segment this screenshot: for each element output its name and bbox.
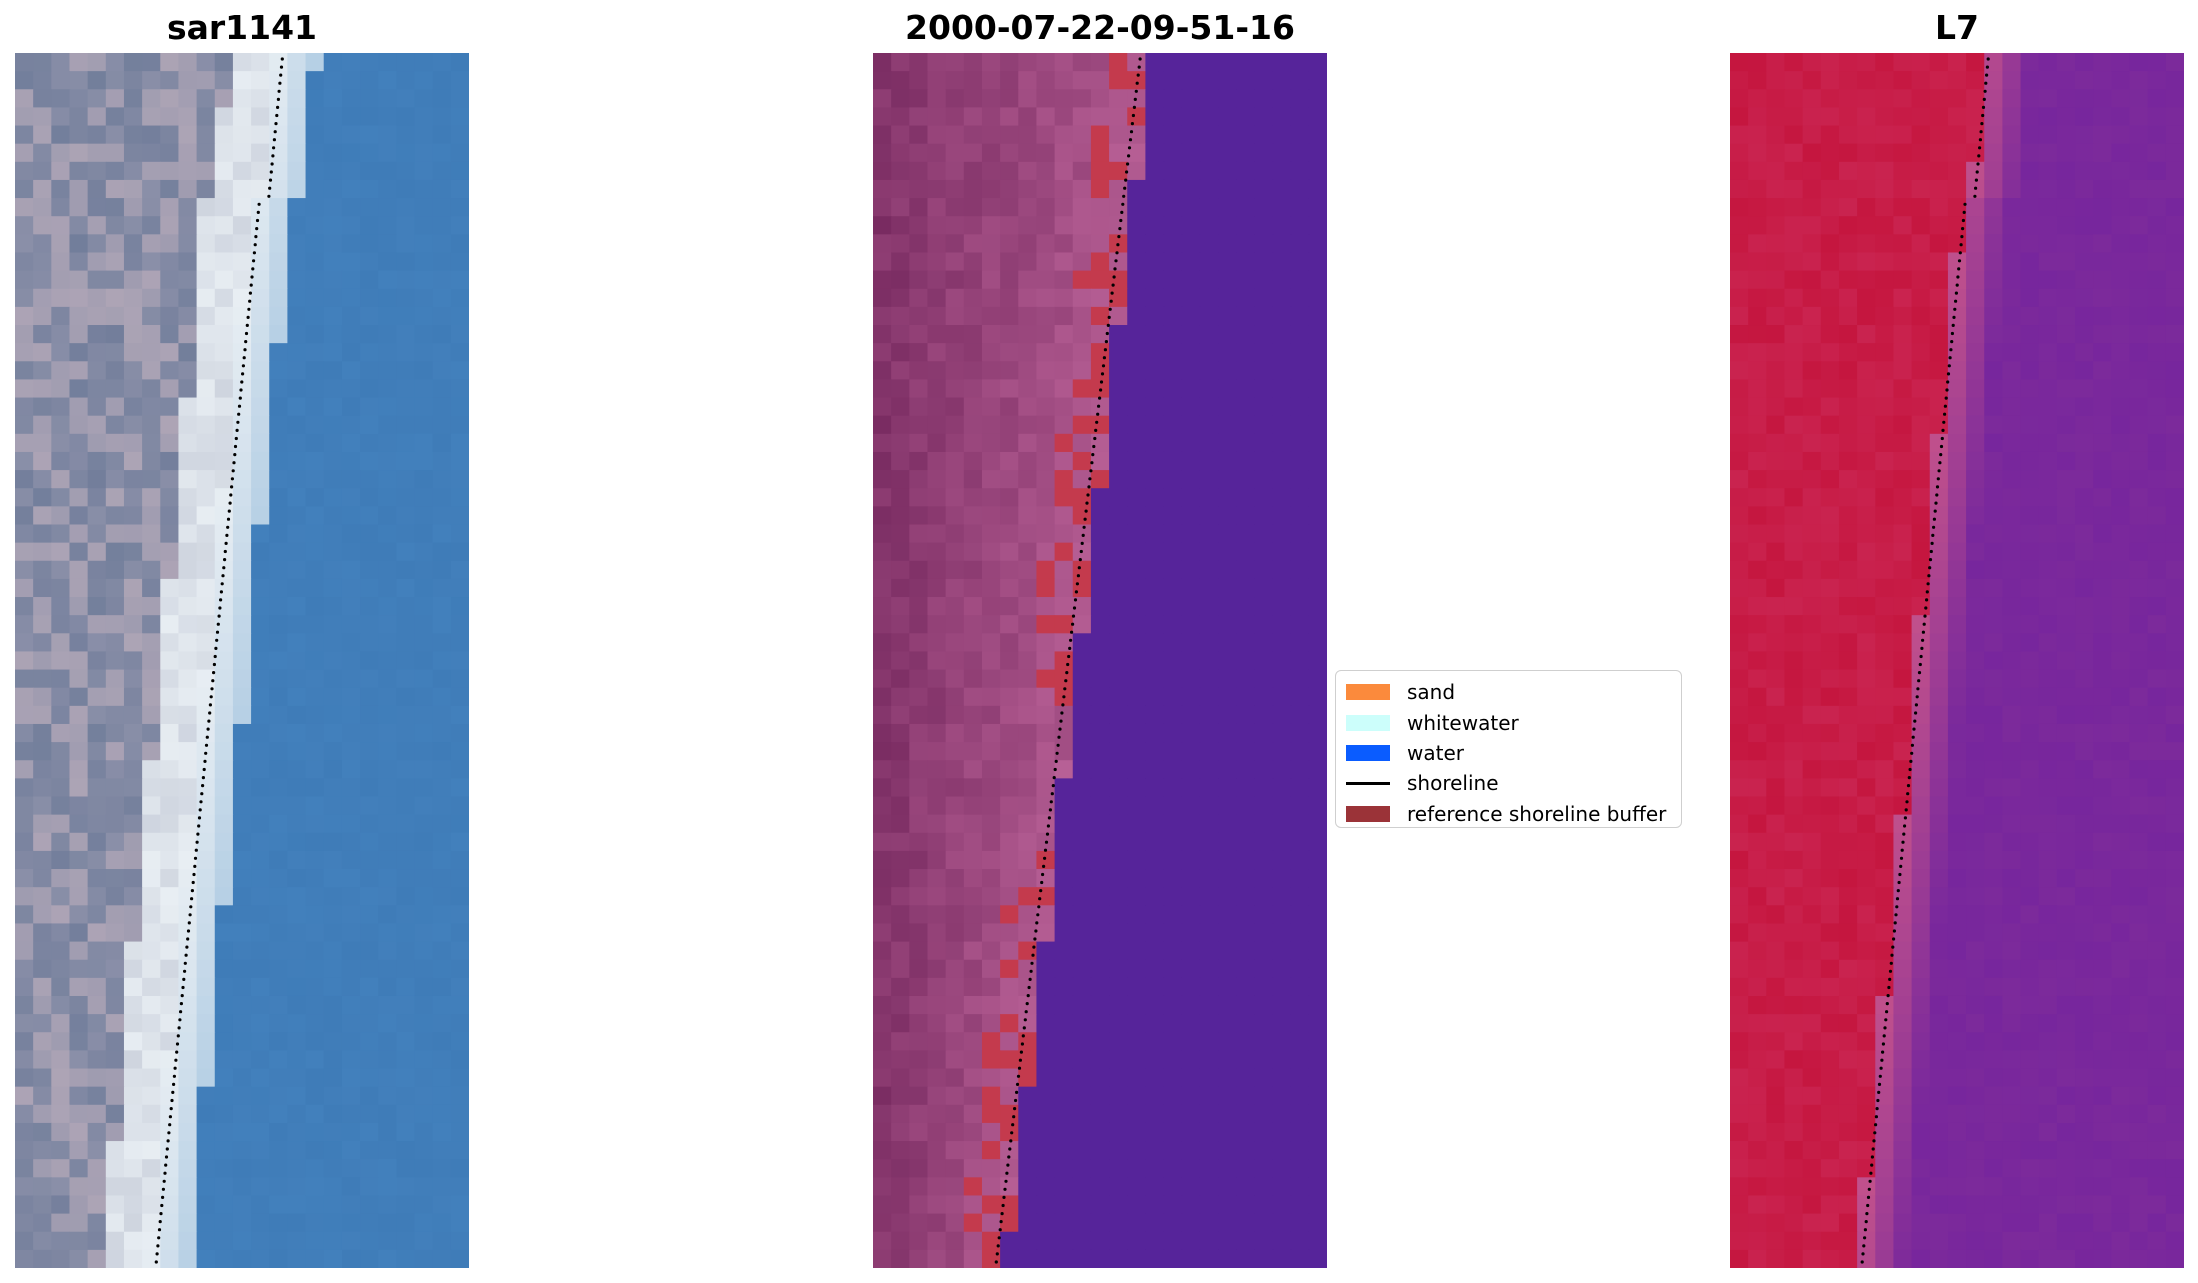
- panel-title-index: L7: [1935, 8, 1979, 47]
- shoreline-points: [1860, 57, 1990, 1264]
- index-image-panel: [1730, 53, 2184, 1268]
- shoreline-points: [994, 57, 1142, 1264]
- index-image: [1730, 53, 2184, 1268]
- rgb-image-panel: [15, 53, 469, 1268]
- legend-label: water: [1407, 740, 1464, 765]
- legend-label: reference shoreline buffer: [1407, 801, 1667, 826]
- panel-title-rgb: sar1141: [166, 8, 318, 47]
- water-swatch: [1346, 744, 1390, 761]
- legend-item-water: water: [1346, 738, 1671, 768]
- legend-label: whitewater: [1407, 710, 1519, 735]
- legend: sand whitewater water shoreline referenc…: [1335, 670, 1682, 828]
- shoreline-points: [154, 57, 284, 1264]
- classified-image: [873, 53, 1327, 1268]
- panel-title-date: 2000-07-22-09-51-16: [905, 8, 1295, 47]
- legend-item-sand: sand: [1346, 677, 1671, 707]
- legend-item-shoreline: shoreline: [1346, 768, 1671, 798]
- reference-buffer-swatch: [1346, 805, 1390, 822]
- legend-item-whitewater: whitewater: [1346, 707, 1671, 737]
- legend-label: sand: [1407, 680, 1456, 705]
- sand-swatch: [1346, 684, 1390, 701]
- classified-image-panel: [873, 53, 1327, 1268]
- legend-item-reference-buffer: reference shoreline buffer: [1346, 799, 1671, 829]
- legend-label: shoreline: [1407, 771, 1499, 796]
- whitewater-swatch: [1346, 714, 1390, 731]
- rgb-satellite-image: [15, 53, 469, 1268]
- shoreline-line-swatch: [1346, 781, 1390, 785]
